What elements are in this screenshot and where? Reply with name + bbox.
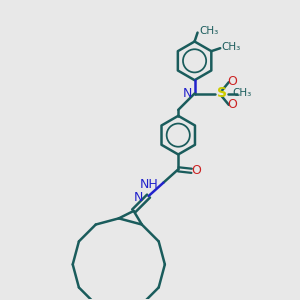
Text: O: O (228, 98, 238, 111)
Text: O: O (228, 75, 238, 88)
Text: O: O (192, 164, 202, 177)
Text: N: N (183, 87, 192, 100)
Text: N: N (134, 191, 143, 204)
Text: CH₃: CH₃ (232, 88, 251, 98)
Text: NH: NH (139, 178, 158, 191)
Text: CH₃: CH₃ (199, 26, 218, 36)
Text: CH₃: CH₃ (222, 42, 241, 52)
Text: S: S (217, 86, 227, 100)
